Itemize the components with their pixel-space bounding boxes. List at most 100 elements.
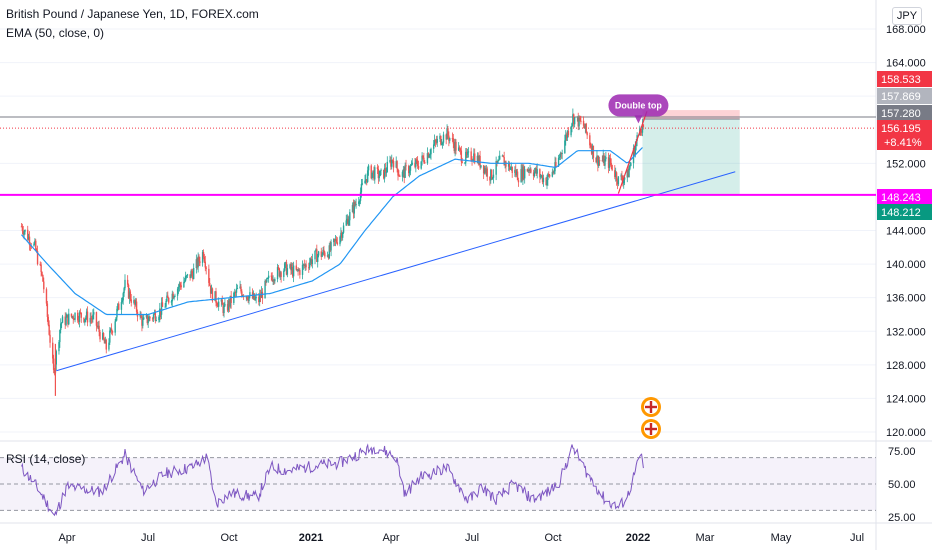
candle-body	[221, 299, 223, 305]
candle-body	[273, 280, 275, 282]
candle-body	[347, 218, 349, 226]
candle-body	[435, 141, 438, 143]
candle-body	[424, 162, 426, 164]
candle-body	[547, 174, 549, 181]
candle-body	[586, 132, 588, 136]
candle-body	[208, 268, 210, 283]
candle-body	[135, 301, 138, 312]
candle-body	[370, 165, 372, 179]
candle-body	[383, 168, 386, 179]
candle-body	[95, 312, 98, 326]
currency-button[interactable]: JPY	[892, 7, 922, 25]
candle-body	[484, 167, 487, 173]
candle-body	[235, 288, 238, 293]
candle-body	[640, 131, 643, 133]
candle-body	[341, 232, 344, 238]
candle-body	[53, 369, 56, 374]
candle-body	[447, 128, 449, 136]
candle-body	[316, 249, 318, 262]
candle-body	[289, 264, 291, 269]
candle-body	[210, 288, 213, 294]
rsi-legend: RSI (14, close)	[6, 452, 86, 466]
candle-body	[267, 275, 270, 279]
candle-body	[467, 151, 470, 153]
candle-body	[123, 288, 125, 294]
candle-body	[85, 317, 87, 320]
candle-body	[572, 114, 574, 124]
rsi-pane	[0, 443, 876, 517]
candle-body	[190, 271, 192, 279]
candle-body	[454, 141, 456, 152]
candle-body	[205, 267, 207, 269]
candle-body	[603, 155, 605, 166]
candle-body	[55, 351, 57, 365]
candle-body	[247, 299, 249, 302]
candle-body	[511, 166, 513, 173]
candle-body	[392, 160, 395, 168]
candle-body	[45, 289, 48, 304]
candle-body	[191, 271, 193, 274]
candle-body	[521, 168, 523, 180]
candle-body	[614, 172, 617, 178]
rsi-tick-label: 75.00	[888, 446, 916, 458]
price-badge: 148.243	[877, 189, 932, 205]
candle-body	[180, 285, 182, 288]
candle-body	[333, 238, 336, 241]
candle-body	[74, 312, 76, 320]
candle-body	[466, 151, 468, 155]
candle-body	[35, 250, 38, 252]
candle-body	[159, 308, 161, 318]
candle-body	[179, 283, 182, 286]
candle-body	[570, 126, 572, 136]
candle-body	[397, 168, 399, 176]
candle-body	[104, 339, 107, 344]
time-tick-label: Mar	[696, 532, 715, 544]
candle-body	[249, 292, 251, 297]
candle-body	[379, 170, 381, 177]
trendline	[56, 171, 736, 372]
candle-body	[28, 236, 31, 245]
candle-body	[327, 255, 330, 259]
candle-body	[261, 291, 264, 299]
candle-body	[520, 168, 522, 183]
candle-body	[510, 166, 513, 169]
candle-body	[301, 264, 304, 275]
candle-body	[352, 204, 355, 214]
candle-body	[584, 123, 587, 129]
position-box	[642, 110, 740, 196]
candle-body	[528, 169, 530, 171]
candle-body	[573, 114, 575, 125]
time-tick-label: 2021	[299, 532, 323, 544]
candle-body	[272, 280, 274, 282]
candle-body	[439, 135, 441, 139]
candle-body	[642, 124, 645, 128]
candle-body	[86, 311, 89, 323]
candle-body	[446, 128, 448, 140]
candle-body	[532, 172, 535, 177]
price-tick-label: 136.000	[886, 293, 926, 305]
candle-body	[557, 157, 560, 167]
candle-body	[246, 296, 248, 300]
candle-body	[423, 157, 425, 163]
candle-body	[152, 314, 155, 319]
candle-body	[224, 303, 226, 306]
candle-body	[499, 155, 501, 160]
candle-body	[303, 264, 306, 267]
candle-body	[595, 157, 597, 163]
candle-body	[416, 159, 418, 161]
candle-body	[284, 262, 287, 264]
candle-body	[342, 225, 345, 233]
candle-body	[433, 140, 436, 145]
candle-body	[641, 124, 644, 133]
candle-body	[540, 176, 542, 178]
candle-body	[602, 155, 604, 161]
candle-body	[573, 117, 576, 125]
candle-body	[545, 177, 547, 185]
candle-body	[482, 165, 485, 174]
candle-body	[580, 120, 582, 122]
candle-body	[196, 259, 198, 268]
candle-body	[496, 160, 498, 164]
candle-body	[414, 162, 416, 167]
